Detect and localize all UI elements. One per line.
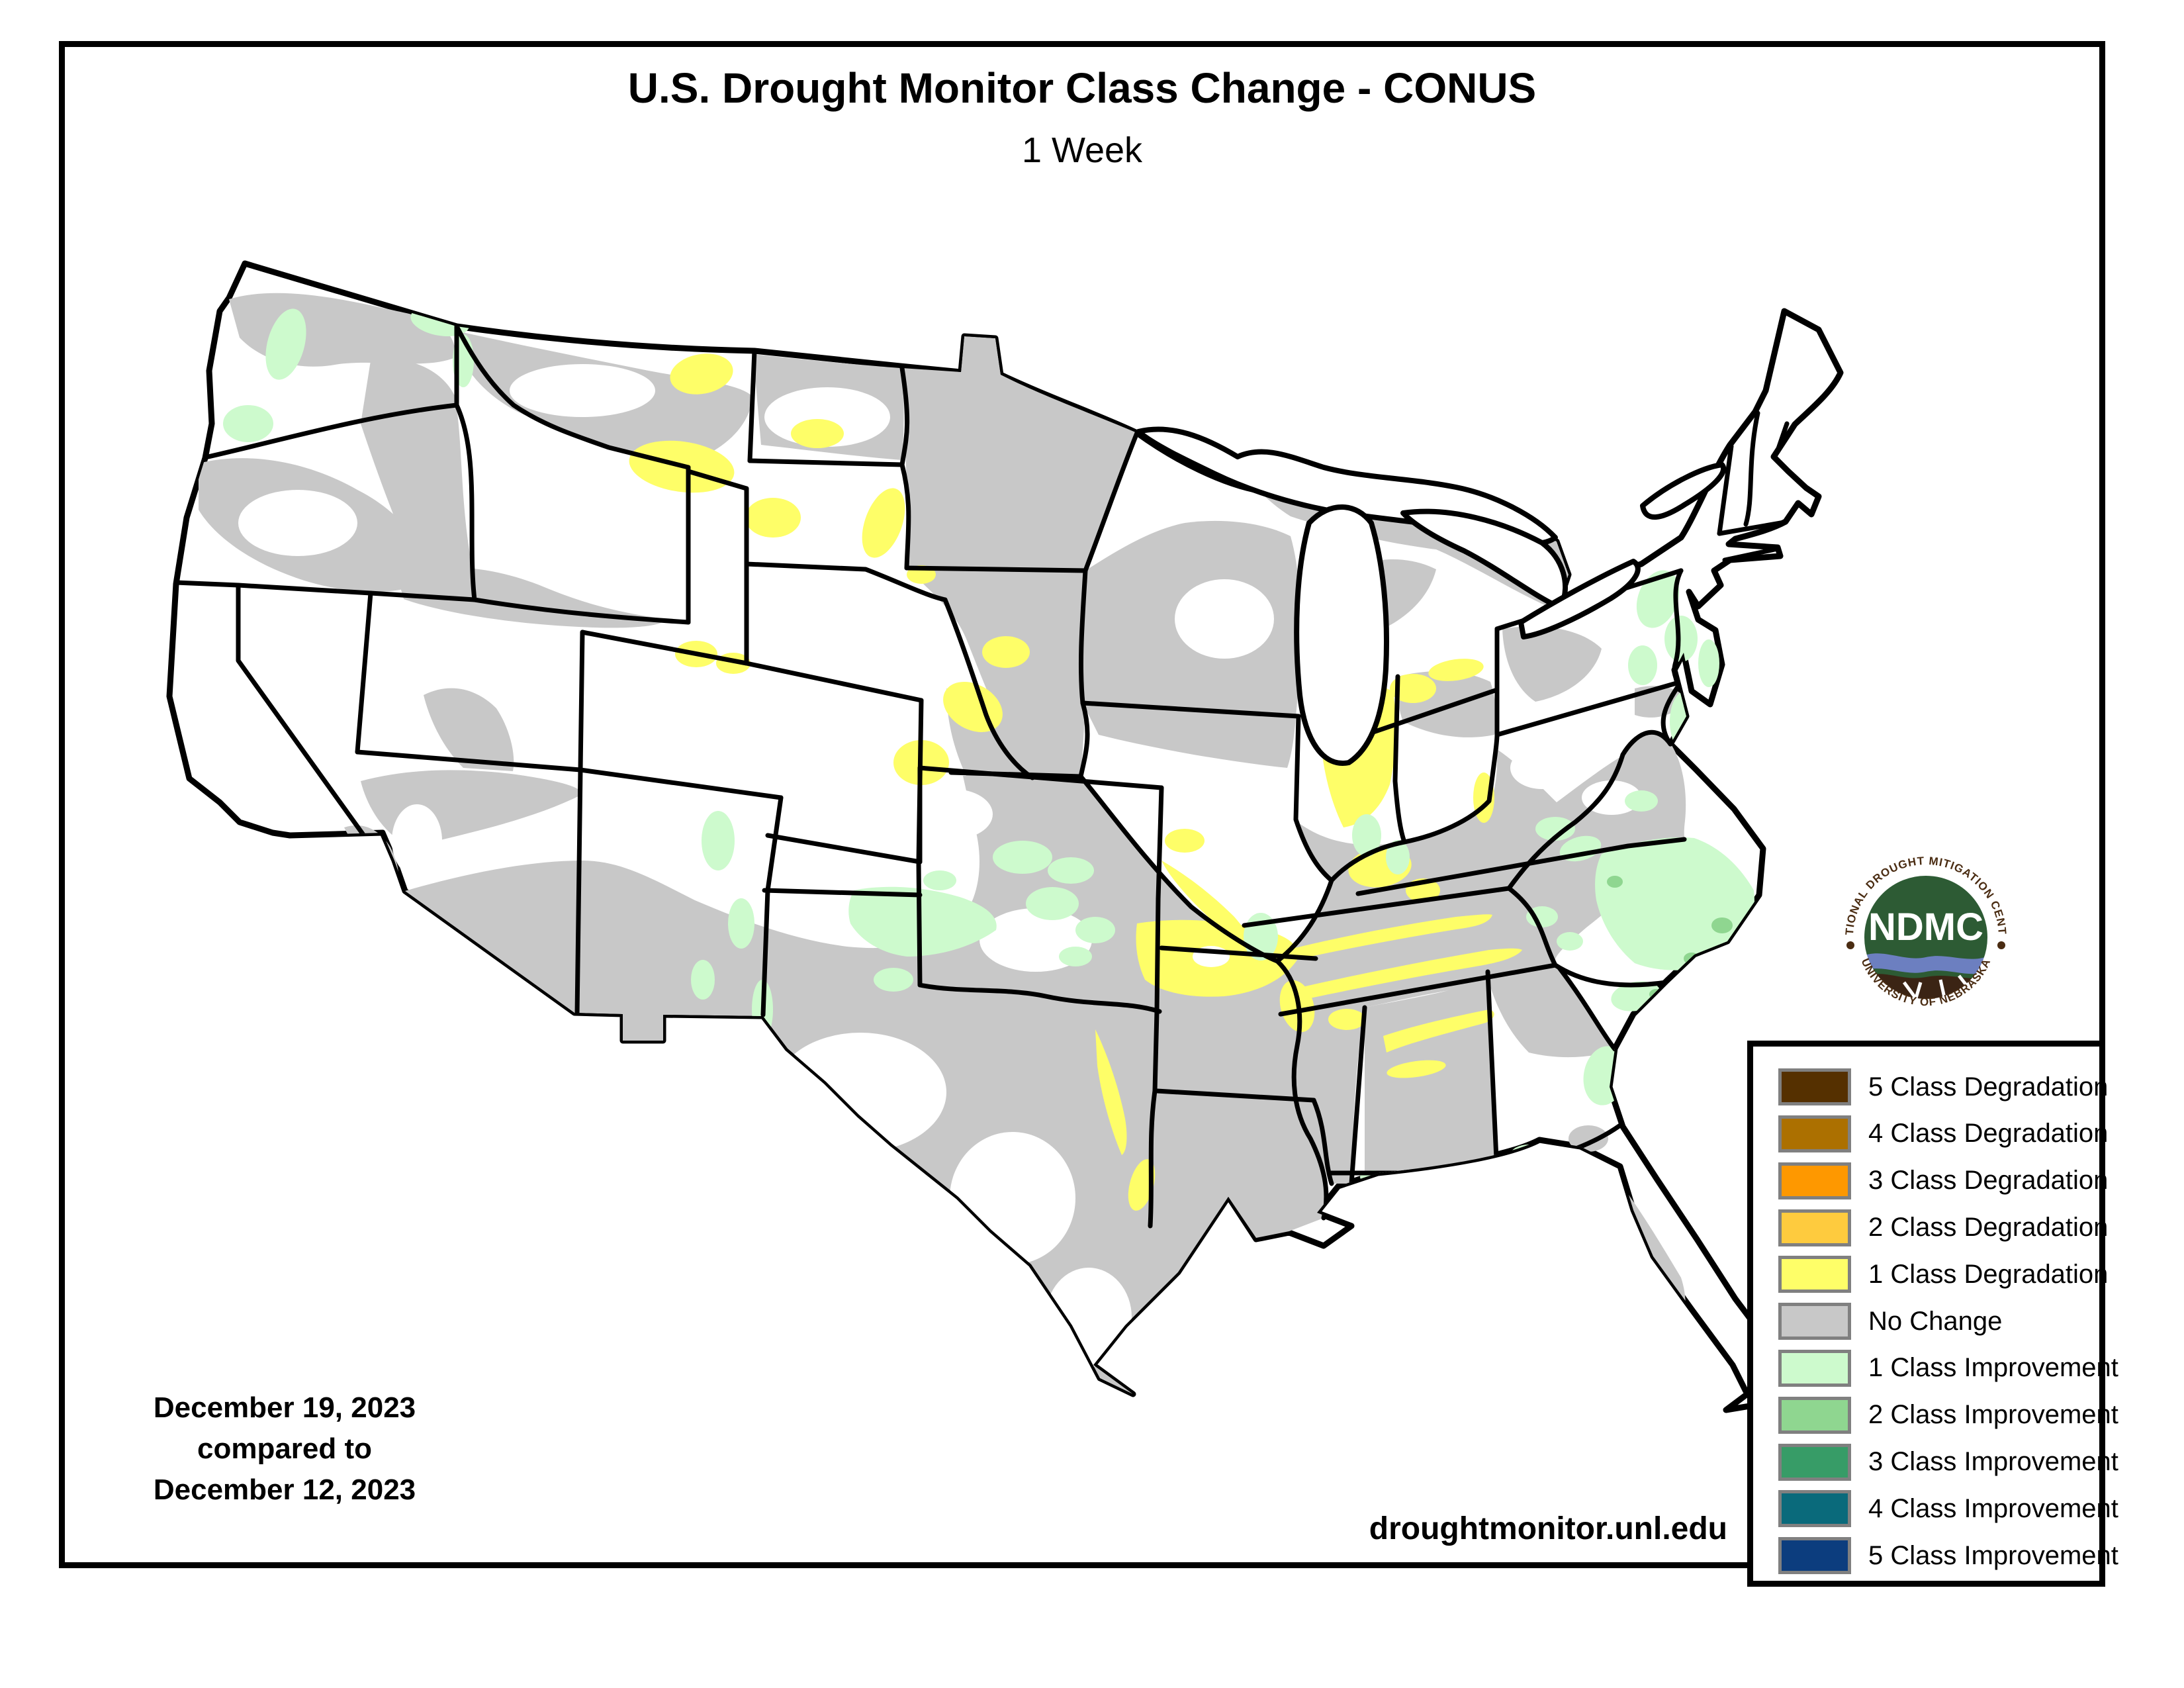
date-previous: December 12, 2023 [153, 1474, 416, 1506]
logo-earth-cracks [1902, 974, 1975, 1000]
lake-erie [1518, 559, 1641, 639]
page-subtitle: 1 Week [1021, 130, 1143, 170]
outer-frame [59, 41, 2105, 1568]
legend-row: 1 Class Degradation [1778, 1252, 2108, 1296]
legend-row: 4 Class Degradation [1778, 1112, 2108, 1156]
legend-swatch-4-class-degradation [1778, 1115, 1851, 1152]
logo-wave-blue [1863, 953, 1989, 974]
logo-center-text: NDMC [1868, 906, 1983, 949]
logo-globe-rim [1862, 873, 1990, 1002]
legend-row: 5 Class Degradation [1778, 1065, 2108, 1109]
class-change-regions [173, 293, 1791, 1394]
regions-1-class-improvement [223, 305, 1754, 1209]
legend-swatch-1-class-degradation [1778, 1256, 1851, 1293]
legend-row: 3 Class Degradation [1778, 1159, 2108, 1203]
legend-swatch-no-change [1778, 1303, 1851, 1340]
legend-swatch-3-class-degradation [1778, 1162, 1851, 1199]
legend-swatch-5-class-improvement [1778, 1537, 1851, 1575]
legend-label: 5 Class Improvement [1868, 1540, 2118, 1570]
legend-row: 4 Class Improvement [1778, 1487, 2118, 1530]
legend-label: 2 Class Degradation [1868, 1213, 2109, 1243]
legend-label: 3 Class Degradation [1868, 1166, 2109, 1196]
legend-box: 5 Class Degradation 4 Class Degradation … [1747, 1041, 2118, 1587]
legend-swatch-2-class-improvement [1778, 1396, 1851, 1434]
great-lakes [1136, 426, 1726, 766]
legend-swatch-3-class-improvement [1778, 1443, 1851, 1481]
state-borders [173, 324, 1791, 1229]
legend-swatch-4-class-improvement [1778, 1490, 1851, 1528]
legend-label: No Change [1868, 1306, 2003, 1336]
legend-row: 5 Class Improvement [1778, 1534, 2118, 1577]
date-current: December 19, 2023 [153, 1391, 416, 1424]
legend-swatch-5-class-degradation [1778, 1068, 1851, 1106]
legend-label: 5 Class Degradation [1868, 1072, 2109, 1102]
legend-label: 2 Class Improvement [1868, 1400, 2118, 1430]
comparison-dates: December 19, 2023 compared to December 1… [86, 1387, 483, 1511]
logo-globe: NDMC [1863, 874, 1989, 1000]
ndmc-logo: NDMC NATIONAL DROUGHT MITIGATION CENTER … [1841, 853, 2009, 1021]
legend-label: 4 Class Degradation [1868, 1119, 2109, 1149]
drought-monitor-url: droughtmonitor.unl.edu [1369, 1511, 1727, 1546]
legend-swatch-2-class-degradation [1778, 1209, 1851, 1246]
lake-ontario [1640, 462, 1726, 520]
lake-michigan [1294, 504, 1389, 766]
legend-swatch-1-class-improvement [1778, 1349, 1851, 1387]
legend-row: No Change [1778, 1299, 2099, 1343]
legend-row: 3 Class Improvement [1778, 1440, 2118, 1484]
legend-row: 2 Class Improvement [1778, 1393, 2118, 1437]
legend-row: 2 Class Degradation [1778, 1205, 2108, 1249]
logo-left-dot [1846, 941, 1854, 949]
page-title: U.S. Drought Monitor Class Change - CONU… [627, 64, 1537, 112]
legend-label: 1 Class Improvement [1868, 1353, 2118, 1383]
legend-label: 4 Class Improvement [1868, 1493, 2118, 1523]
date-compared-to: compared to [197, 1432, 373, 1465]
legend-label: 3 Class Improvement [1868, 1447, 2118, 1477]
logo-right-dot [1997, 941, 2005, 949]
legend-row: 1 Class Improvement [1778, 1346, 2118, 1390]
legend-label: 1 Class Degradation [1868, 1259, 2109, 1289]
